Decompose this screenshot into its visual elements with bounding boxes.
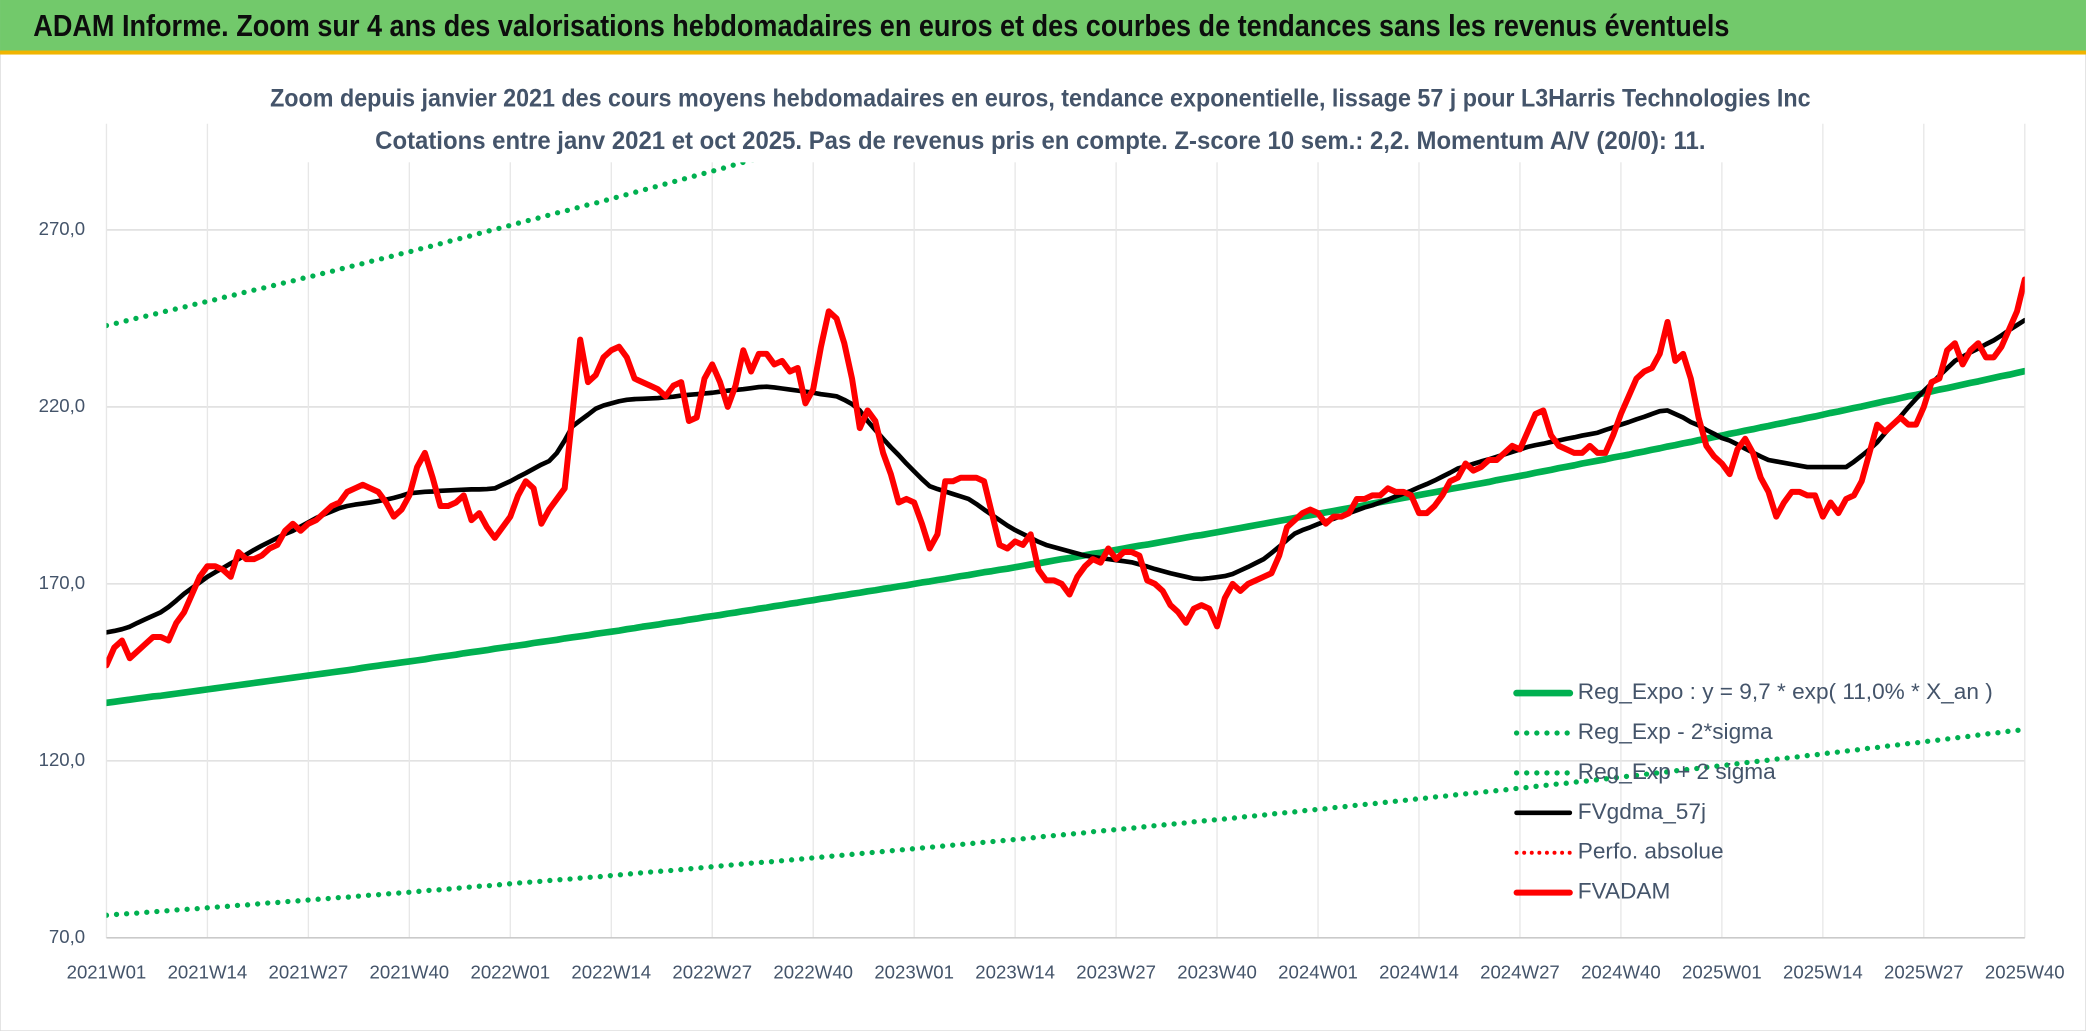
y-tick-label: 70,0 — [49, 926, 85, 947]
legend-label: Reg_Exp + 2 sigma — [1578, 759, 1776, 784]
legend-label: Perfo. absolue — [1578, 839, 1724, 864]
x-tick-label: 2023W40 — [1177, 962, 1257, 983]
x-tick-label: 2022W40 — [773, 962, 853, 983]
grid — [105, 123, 2026, 939]
x-tick-label: 2025W27 — [1884, 962, 1964, 983]
x-tick-label: 2021W40 — [370, 962, 450, 983]
axes: 70,0 120,0 170,0 220,0 270,0 2021W01 2021W14 20… — [39, 218, 2065, 983]
x-tick-label: 2023W27 — [1076, 962, 1156, 983]
legend-label: FVgdma_57j — [1578, 799, 1706, 824]
title-box — [255, 77, 1820, 163]
series-line — [106, 317, 2025, 635]
chart-title: Zoom depuis janvier 2021 des cours moyen… — [270, 84, 1811, 112]
series-line — [106, 276, 2025, 669]
x-tick-label: 2021W14 — [168, 962, 248, 983]
x-tick-label: 2024W01 — [1278, 962, 1358, 983]
x-tick-label: 2024W27 — [1480, 962, 1560, 983]
series-line — [106, 726, 2025, 918]
x-tick-label: 2022W14 — [571, 962, 651, 983]
x-tick-label: 2025W40 — [1985, 962, 2065, 983]
header-title: ADAM Informe. Zoom sur 4 ans des valoris… — [33, 9, 1729, 43]
plot-lines — [106, 123, 2025, 918]
x-tick-label: 2024W40 — [1581, 962, 1661, 983]
x-tick-label: 2023W01 — [874, 962, 954, 983]
header-banner — [0, 0, 2086, 54]
legend: Reg_Expo : y = 9,7 * exp( 11,0% * X_an )… — [1513, 679, 1993, 904]
x-tick-label: 2024W14 — [1379, 962, 1459, 983]
legend-label: Reg_Exp - 2*sigma — [1578, 719, 1773, 744]
y-tick-label: 170,0 — [39, 572, 86, 593]
x-tick-label: 2022W01 — [470, 962, 550, 983]
legend-label: FVADAM — [1578, 879, 1671, 904]
chart-subtitle: Cotations entre janv 2021 et oct 2025. P… — [375, 127, 1705, 155]
legend-label: Reg_Expo : y = 9,7 * exp( 11,0% * X_an ) — [1578, 679, 1993, 704]
y-tick-label: 120,0 — [39, 749, 86, 770]
header-rule — [0, 50, 2086, 55]
x-tick-label: 2025W01 — [1682, 962, 1762, 983]
x-tick-label: 2025W14 — [1783, 962, 1863, 983]
y-tick-label: 270,0 — [39, 218, 86, 239]
x-tick-label: 2023W14 — [975, 962, 1055, 983]
x-tick-label: 2021W27 — [269, 962, 349, 983]
x-tick-label: 2021W01 — [67, 962, 147, 983]
x-tick-label: 2022W27 — [672, 962, 752, 983]
y-tick-label: 220,0 — [39, 395, 86, 416]
